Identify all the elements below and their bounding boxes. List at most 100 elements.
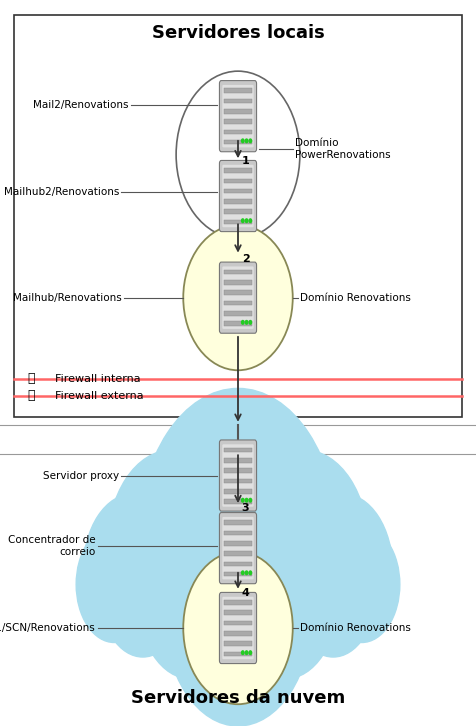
Text: Concentrador de
correio: Concentrador de correio — [8, 535, 95, 557]
Circle shape — [249, 571, 252, 575]
Text: Domínio
PowerRenovations: Domínio PowerRenovations — [295, 138, 391, 160]
Bar — [224, 541, 252, 545]
Bar — [224, 531, 252, 535]
Circle shape — [290, 526, 376, 657]
Text: 🔥: 🔥 — [27, 389, 35, 402]
Bar — [224, 600, 252, 605]
Bar — [224, 290, 252, 295]
FancyBboxPatch shape — [219, 440, 257, 511]
Circle shape — [246, 321, 248, 324]
Text: Mail1/SCN/Renovations: Mail1/SCN/Renovations — [0, 623, 95, 633]
FancyBboxPatch shape — [222, 444, 254, 507]
Circle shape — [240, 450, 369, 646]
Bar — [224, 179, 252, 183]
Bar — [224, 140, 252, 144]
Circle shape — [246, 498, 248, 502]
FancyBboxPatch shape — [219, 592, 257, 664]
Bar — [224, 489, 252, 494]
Circle shape — [246, 650, 248, 655]
Bar — [224, 631, 252, 636]
Circle shape — [164, 501, 312, 726]
FancyBboxPatch shape — [222, 597, 254, 659]
Bar — [224, 209, 252, 214]
Circle shape — [249, 219, 252, 222]
Text: Mail2/Renovations: Mail2/Renovations — [33, 100, 129, 110]
Text: 🔥: 🔥 — [27, 372, 35, 386]
Ellipse shape — [176, 71, 300, 238]
Circle shape — [83, 494, 183, 646]
Circle shape — [100, 526, 186, 657]
Circle shape — [138, 388, 338, 693]
Circle shape — [241, 498, 244, 502]
Bar — [224, 641, 252, 646]
Circle shape — [249, 321, 252, 324]
Bar — [224, 199, 252, 204]
Text: 4: 4 — [242, 588, 250, 598]
Text: Servidor proxy: Servidor proxy — [43, 470, 119, 481]
Circle shape — [241, 219, 244, 222]
Text: Firewall externa: Firewall externa — [55, 391, 143, 401]
Bar — [224, 551, 252, 556]
Bar — [224, 521, 252, 525]
Bar — [224, 572, 252, 576]
FancyBboxPatch shape — [222, 85, 254, 147]
Bar — [224, 311, 252, 316]
Bar — [224, 468, 252, 473]
Bar — [224, 611, 252, 615]
Circle shape — [246, 219, 248, 222]
Circle shape — [249, 650, 252, 655]
Bar — [224, 220, 252, 224]
Circle shape — [233, 519, 338, 679]
Circle shape — [246, 139, 248, 143]
Circle shape — [241, 321, 244, 324]
Bar — [224, 280, 252, 285]
Bar — [224, 652, 252, 656]
FancyBboxPatch shape — [219, 81, 257, 152]
Bar — [224, 270, 252, 274]
FancyBboxPatch shape — [222, 266, 254, 329]
Text: 3: 3 — [242, 503, 249, 513]
Text: Domínio Renovations: Domínio Renovations — [300, 293, 411, 303]
Bar — [224, 561, 252, 566]
Bar — [14, 15, 462, 417]
Bar — [224, 189, 252, 193]
Text: Servidores locais: Servidores locais — [152, 24, 324, 41]
Circle shape — [107, 450, 236, 646]
Bar — [224, 89, 252, 93]
Circle shape — [138, 519, 243, 679]
Circle shape — [249, 498, 252, 502]
Text: Firewall interna: Firewall interna — [55, 374, 140, 384]
Text: Mailhub/Renovations: Mailhub/Renovations — [13, 293, 121, 303]
Bar — [224, 448, 252, 452]
Circle shape — [249, 139, 252, 143]
Circle shape — [76, 526, 152, 643]
Bar — [224, 301, 252, 306]
Bar — [224, 499, 252, 504]
Text: Domínio Renovations: Domínio Renovations — [300, 623, 411, 633]
FancyBboxPatch shape — [219, 513, 257, 584]
Ellipse shape — [183, 225, 293, 370]
Bar — [224, 119, 252, 124]
Circle shape — [293, 494, 393, 646]
Ellipse shape — [183, 552, 293, 704]
Bar — [224, 99, 252, 103]
Bar — [224, 168, 252, 173]
FancyBboxPatch shape — [219, 262, 257, 333]
Bar — [224, 109, 252, 113]
Circle shape — [324, 526, 400, 643]
Circle shape — [246, 571, 248, 575]
Circle shape — [241, 650, 244, 655]
Bar — [224, 129, 252, 134]
Circle shape — [241, 139, 244, 143]
Text: Mailhub2/Renovations: Mailhub2/Renovations — [4, 187, 119, 197]
Bar — [224, 621, 252, 625]
FancyBboxPatch shape — [222, 517, 254, 579]
Bar — [224, 322, 252, 326]
FancyBboxPatch shape — [219, 160, 257, 232]
Bar — [224, 478, 252, 484]
Text: 1: 1 — [242, 156, 249, 166]
Text: 2: 2 — [242, 254, 249, 264]
FancyBboxPatch shape — [222, 165, 254, 227]
Circle shape — [241, 571, 244, 575]
Bar — [224, 458, 252, 462]
